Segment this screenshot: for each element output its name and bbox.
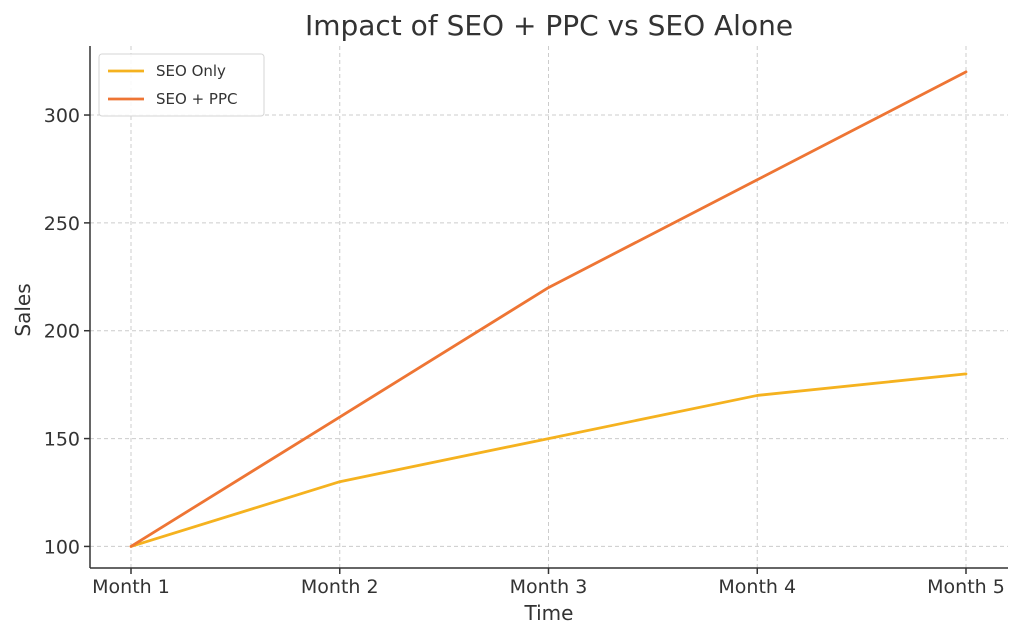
y-tick-label: 100 [44, 536, 80, 558]
tick-labels: Month 1 Month 2 Month 3 Month 4 Month 5 100 15… [44, 105, 1005, 598]
x-tick-label: Month 2 [301, 576, 379, 598]
x-axis-label: Time [524, 601, 574, 625]
legend-label: SEO Only [156, 62, 226, 80]
y-tick-label: 150 [44, 429, 80, 451]
series-line-seo-only [129, 372, 968, 548]
x-tick-label: Month 1 [92, 576, 170, 598]
grid [90, 46, 1008, 568]
legend: SEO Only SEO + PPC [98, 53, 265, 117]
y-tick-label: 300 [44, 105, 80, 127]
legend-label: SEO + PPC [156, 90, 237, 108]
x-tick-label: Month 5 [927, 576, 1005, 598]
y-tick-label: 200 [44, 321, 80, 343]
legend-box [98, 53, 265, 117]
series-line-seo-plus-ppc [129, 70, 968, 548]
chart-title: Impact of SEO + PPC vs SEO Alone [305, 9, 793, 42]
x-tick-label: Month 4 [718, 576, 796, 598]
y-axis-label: Sales [11, 283, 35, 336]
legend-items: SEO Only SEO + PPC [108, 62, 237, 108]
y-tick-label: 250 [44, 213, 80, 235]
x-tick-label: Month 3 [510, 576, 588, 598]
series-layer [129, 70, 968, 548]
